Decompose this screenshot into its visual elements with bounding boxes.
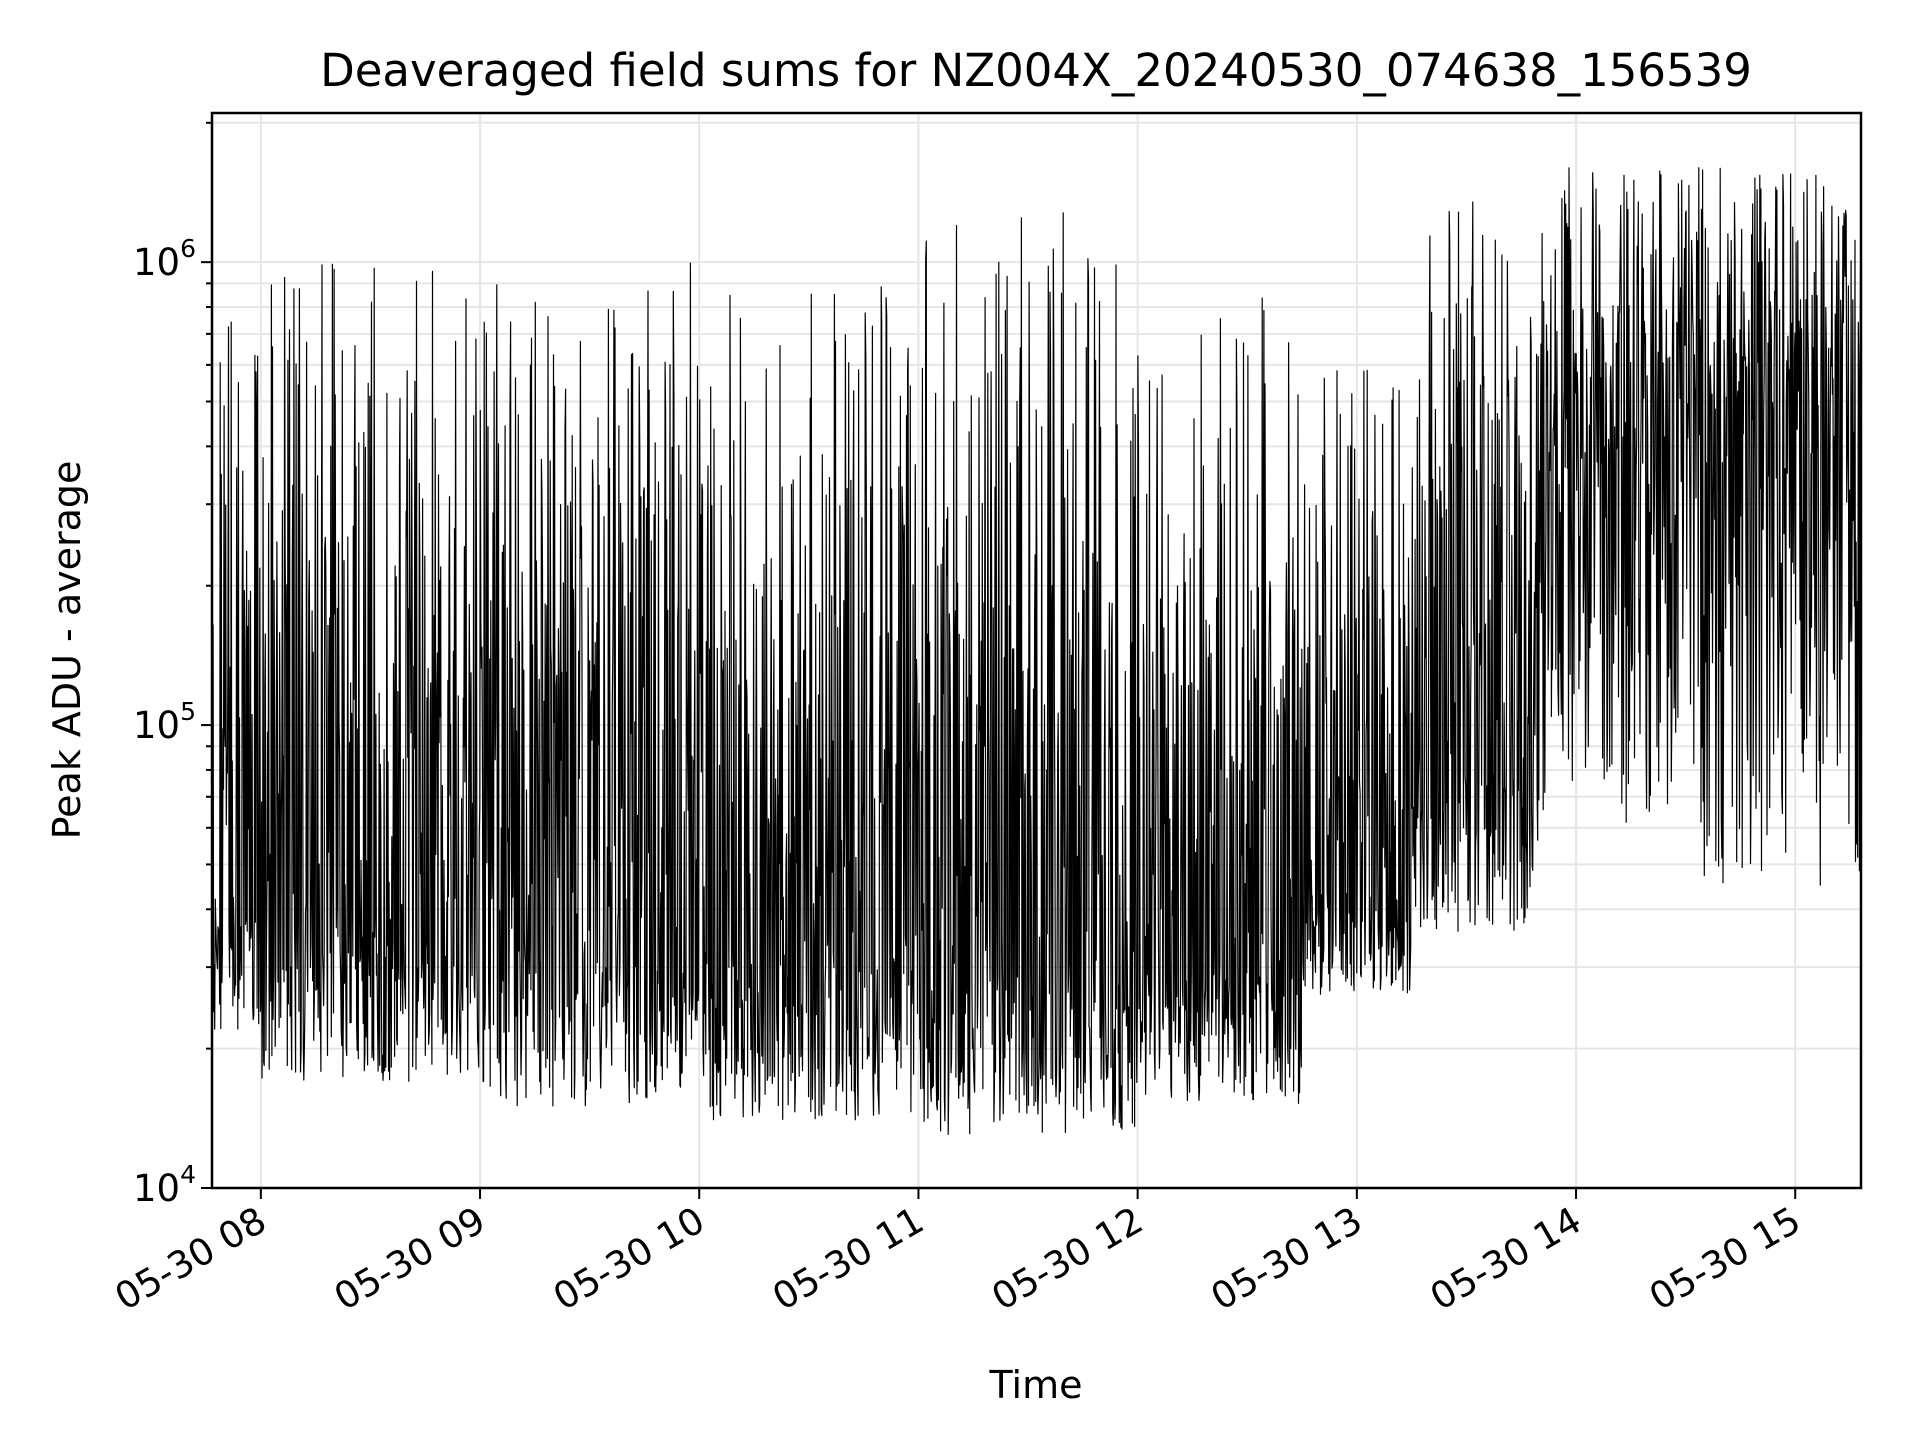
x-axis-label: Time	[989, 1363, 1083, 1407]
y-tick-label-exponent: 6	[180, 234, 196, 263]
y-tick-label: 104	[133, 1160, 196, 1210]
y-tick-label-exponent: 5	[180, 697, 196, 726]
x-tick-label: 05-30 13	[1204, 1199, 1370, 1319]
series-line	[211, 167, 1862, 1135]
y-tick-label-base: 10	[133, 1167, 180, 1210]
chart-title: Deaveraged field sums for NZ004X_2024053…	[320, 44, 1752, 97]
series-layer	[211, 167, 1862, 1135]
x-tick-label: 05-30 12	[985, 1199, 1151, 1319]
x-tick-label: 05-30 10	[546, 1199, 712, 1319]
plot-frame	[210, 111, 1863, 1190]
x-tick-label: 05-30 11	[765, 1199, 931, 1319]
x-tick-label: 05-30 14	[1423, 1199, 1589, 1319]
y-tick-label: 105	[133, 697, 196, 747]
y-tick-label-base: 10	[133, 704, 180, 747]
x-tick-label: 05-30 08	[108, 1199, 274, 1319]
x-tick-label: 05-30 15	[1642, 1199, 1808, 1319]
y-tick-label: 106	[133, 234, 196, 284]
y-tick-label-base: 10	[133, 241, 180, 284]
x-tick-label: 05-30 09	[327, 1199, 493, 1319]
y-axis-label: Peak ADU - average	[45, 461, 89, 840]
y-tick-label-exponent: 4	[180, 1160, 196, 1189]
